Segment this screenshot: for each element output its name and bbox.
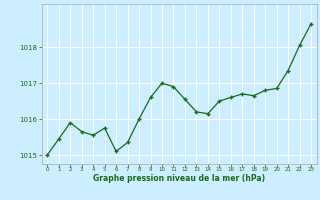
X-axis label: Graphe pression niveau de la mer (hPa): Graphe pression niveau de la mer (hPa) — [93, 174, 265, 183]
